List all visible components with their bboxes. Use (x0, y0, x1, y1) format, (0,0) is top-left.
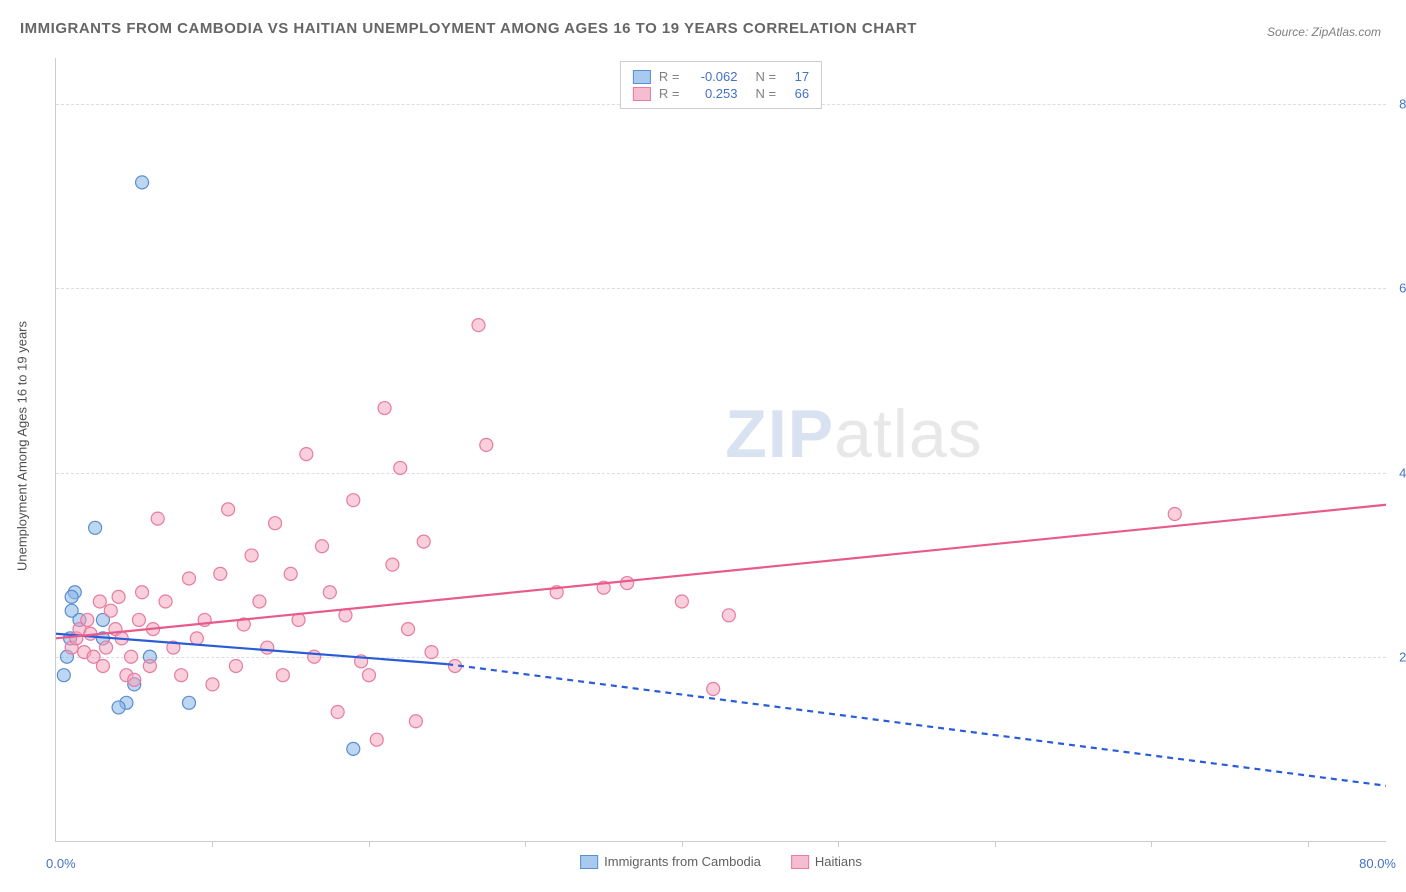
y-tick-label: 20.0% (1391, 649, 1406, 664)
x-tick (525, 841, 526, 847)
x-tick (212, 841, 213, 847)
x-tick (1151, 841, 1152, 847)
legend-swatch-haitians (633, 87, 651, 101)
y-axis-title: Unemployment Among Ages 16 to 19 years (15, 321, 30, 571)
chart-plot-area: ZIPatlas R = -0.062 N = 17 R = 0.253 N =… (55, 58, 1386, 842)
x-tick (838, 841, 839, 847)
series-legend: Immigrants from Cambodia Haitians (580, 854, 862, 869)
y-tick-label: 40.0% (1391, 465, 1406, 480)
x-axis-max-label: 80.0% (1359, 856, 1396, 871)
x-tick (995, 841, 996, 847)
y-tick-label: 60.0% (1391, 281, 1406, 296)
x-tick (1308, 841, 1309, 847)
scatter-plot-svg (56, 58, 1386, 841)
correlation-legend: R = -0.062 N = 17 R = 0.253 N = 66 (620, 61, 822, 109)
legend-label-cambodia: Immigrants from Cambodia (604, 854, 761, 869)
legend-label-haitians: Haitians (815, 854, 862, 869)
x-tick (369, 841, 370, 847)
x-axis-min-label: 0.0% (46, 856, 76, 871)
y-tick-label: 80.0% (1391, 97, 1406, 112)
legend-swatch-haitians-icon (791, 855, 809, 869)
chart-title: IMMIGRANTS FROM CAMBODIA VS HAITIAN UNEM… (20, 20, 917, 37)
source-attribution: Source: ZipAtlas.com (1267, 25, 1381, 39)
legend-swatch-cambodia (633, 70, 651, 84)
legend-swatch-cambodia-icon (580, 855, 598, 869)
x-tick (682, 841, 683, 847)
